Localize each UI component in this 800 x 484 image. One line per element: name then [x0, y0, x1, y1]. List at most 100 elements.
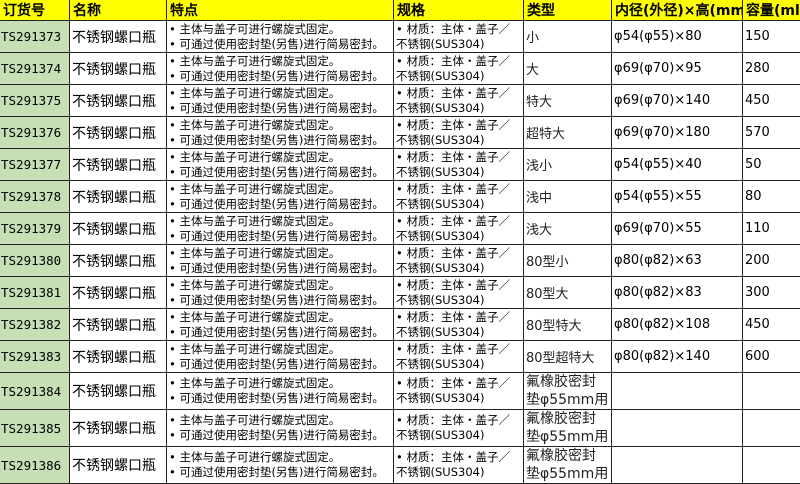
- features-cell[interactable]: • 主体与盖子可进行螺旋式固定。 • 可通过使用密封垫(另售)进行简易密封。: [166, 244, 394, 277]
- header-features[interactable]: 特点: [166, 0, 394, 21]
- header-name[interactable]: 名称: [69, 0, 167, 21]
- capacity-cell[interactable]: 200: [742, 244, 800, 277]
- name-cell[interactable]: 不锈钢螺口瓶: [69, 340, 167, 373]
- header-capacity[interactable]: 容量(ml): [742, 0, 800, 21]
- capacity-cell[interactable]: [742, 446, 800, 484]
- order-no-cell[interactable]: TS291374: [0, 52, 70, 85]
- dimensions-cell[interactable]: [611, 446, 743, 484]
- type-cell[interactable]: 氟橡胶密封垫φ55mm用: [523, 446, 612, 484]
- type-cell[interactable]: 浅小: [523, 148, 612, 181]
- name-cell[interactable]: 不锈钢螺口瓶: [69, 308, 167, 341]
- order-no-cell[interactable]: TS291380: [0, 244, 70, 277]
- order-no-cell[interactable]: TS291382: [0, 308, 70, 341]
- dimensions-cell[interactable]: φ80(φ82)×108: [611, 308, 743, 341]
- spec-cell[interactable]: • 材质：主体・盖子／ 不锈钢(SUS304): [393, 52, 524, 85]
- type-cell[interactable]: 小: [523, 20, 612, 53]
- features-cell[interactable]: • 主体与盖子可进行螺旋式固定。 • 可通过使用密封垫(另售)进行简易密封。: [166, 340, 394, 373]
- capacity-cell[interactable]: 80: [742, 180, 800, 213]
- dimensions-cell[interactable]: [611, 409, 743, 447]
- type-cell[interactable]: 超特大: [523, 116, 612, 149]
- type-cell[interactable]: 浅中: [523, 180, 612, 213]
- features-cell[interactable]: • 主体与盖子可进行螺旋式固定。 • 可通过使用密封垫(另售)进行简易密封。: [166, 212, 394, 245]
- order-no-cell[interactable]: TS291379: [0, 212, 70, 245]
- spec-cell[interactable]: • 材质：主体・盖子／ 不锈钢(SUS304): [393, 180, 524, 213]
- spec-cell[interactable]: • 材质：主体・盖子／ 不锈钢(SUS304): [393, 20, 524, 53]
- name-cell[interactable]: 不锈钢螺口瓶: [69, 52, 167, 85]
- capacity-cell[interactable]: 600: [742, 340, 800, 373]
- dimensions-cell[interactable]: φ80(φ82)×83: [611, 276, 743, 309]
- features-cell[interactable]: • 主体与盖子可进行螺旋式固定。 • 可通过使用密封垫(另售)进行简易密封。: [166, 20, 394, 53]
- features-cell[interactable]: • 主体与盖子可进行螺旋式固定。 • 可通过使用密封垫(另售)进行简易密封。: [166, 84, 394, 117]
- spec-cell[interactable]: • 材质：主体・盖子／ 不锈钢(SUS304): [393, 244, 524, 277]
- dimensions-cell[interactable]: φ54(φ55)×40: [611, 148, 743, 181]
- features-cell[interactable]: • 主体与盖子可进行螺旋式固定。 • 可通过使用密封垫(另售)进行简易密封。: [166, 276, 394, 309]
- spec-cell[interactable]: • 材质：主体・盖子／ 不锈钢(SUS304): [393, 276, 524, 309]
- header-dimensions[interactable]: 内径(外径)×高(mm): [611, 0, 743, 21]
- features-cell[interactable]: • 主体与盖子可进行螺旋式固定。 • 可通过使用密封垫(另售)进行简易密封。: [166, 148, 394, 181]
- features-cell[interactable]: • 主体与盖子可进行螺旋式固定。 • 可通过使用密封垫(另售)进行简易密封。: [166, 446, 394, 484]
- order-no-cell[interactable]: TS291375: [0, 84, 70, 117]
- capacity-cell[interactable]: 110: [742, 212, 800, 245]
- dimensions-cell[interactable]: φ69(φ70)×140: [611, 84, 743, 117]
- spec-cell[interactable]: • 材质：主体・盖子／ 不锈钢(SUS304): [393, 116, 524, 149]
- name-cell[interactable]: 不锈钢螺口瓶: [69, 446, 167, 484]
- order-no-cell[interactable]: TS291373: [0, 20, 70, 53]
- features-cell[interactable]: • 主体与盖子可进行螺旋式固定。 • 可通过使用密封垫(另售)进行简易密封。: [166, 409, 394, 447]
- capacity-cell[interactable]: 150: [742, 20, 800, 53]
- spec-cell[interactable]: • 材质：主体・盖子／ 不锈钢(SUS304): [393, 340, 524, 373]
- spec-cell[interactable]: • 材质：主体・盖子／ 不锈钢(SUS304): [393, 148, 524, 181]
- capacity-cell[interactable]: 50: [742, 148, 800, 181]
- dimensions-cell[interactable]: φ80(φ82)×140: [611, 340, 743, 373]
- dimensions-cell[interactable]: [611, 372, 743, 410]
- spec-cell[interactable]: • 材质：主体・盖子／ 不锈钢(SUS304): [393, 308, 524, 341]
- dimensions-cell[interactable]: φ69(φ70)×55: [611, 212, 743, 245]
- spec-cell[interactable]: • 材质：主体・盖子／ 不锈钢(SUS304): [393, 372, 524, 410]
- order-no-cell[interactable]: TS291377: [0, 148, 70, 181]
- features-cell[interactable]: • 主体与盖子可进行螺旋式固定。 • 可通过使用密封垫(另售)进行简易密封。: [166, 308, 394, 341]
- features-cell[interactable]: • 主体与盖子可进行螺旋式固定。 • 可通过使用密封垫(另售)进行简易密封。: [166, 52, 394, 85]
- name-cell[interactable]: 不锈钢螺口瓶: [69, 148, 167, 181]
- features-cell[interactable]: • 主体与盖子可进行螺旋式固定。 • 可通过使用密封垫(另售)进行简易密封。: [166, 116, 394, 149]
- order-no-cell[interactable]: TS291383: [0, 340, 70, 373]
- header-order-no[interactable]: 订货号: [0, 0, 70, 21]
- capacity-cell[interactable]: 450: [742, 308, 800, 341]
- order-no-cell[interactable]: TS291376: [0, 116, 70, 149]
- features-cell[interactable]: • 主体与盖子可进行螺旋式固定。 • 可通过使用密封垫(另售)进行简易密封。: [166, 180, 394, 213]
- name-cell[interactable]: 不锈钢螺口瓶: [69, 20, 167, 53]
- type-cell[interactable]: 氟橡胶密封垫φ55mm用: [523, 409, 612, 447]
- name-cell[interactable]: 不锈钢螺口瓶: [69, 276, 167, 309]
- dimensions-cell[interactable]: φ69(φ70)×95: [611, 52, 743, 85]
- order-no-cell[interactable]: TS291385: [0, 409, 70, 447]
- spec-cell[interactable]: • 材质：主体・盖子／ 不锈钢(SUS304): [393, 409, 524, 447]
- header-type[interactable]: 类型: [523, 0, 612, 21]
- name-cell[interactable]: 不锈钢螺口瓶: [69, 212, 167, 245]
- order-no-cell[interactable]: TS291386: [0, 446, 70, 484]
- type-cell[interactable]: 80型大: [523, 276, 612, 309]
- name-cell[interactable]: 不锈钢螺口瓶: [69, 180, 167, 213]
- capacity-cell[interactable]: 280: [742, 52, 800, 85]
- type-cell[interactable]: 80型特大: [523, 308, 612, 341]
- capacity-cell[interactable]: [742, 372, 800, 410]
- name-cell[interactable]: 不锈钢螺口瓶: [69, 372, 167, 410]
- capacity-cell[interactable]: [742, 409, 800, 447]
- dimensions-cell[interactable]: φ69(φ70)×180: [611, 116, 743, 149]
- order-no-cell[interactable]: TS291381: [0, 276, 70, 309]
- dimensions-cell[interactable]: φ54(φ55)×55: [611, 180, 743, 213]
- type-cell[interactable]: 浅大: [523, 212, 612, 245]
- type-cell[interactable]: 特大: [523, 84, 612, 117]
- spec-cell[interactable]: • 材质：主体・盖子／ 不锈钢(SUS304): [393, 84, 524, 117]
- type-cell[interactable]: 80型小: [523, 244, 612, 277]
- name-cell[interactable]: 不锈钢螺口瓶: [69, 84, 167, 117]
- dimensions-cell[interactable]: φ80(φ82)×63: [611, 244, 743, 277]
- dimensions-cell[interactable]: φ54(φ55)×80: [611, 20, 743, 53]
- name-cell[interactable]: 不锈钢螺口瓶: [69, 116, 167, 149]
- spec-cell[interactable]: • 材质：主体・盖子／ 不锈钢(SUS304): [393, 446, 524, 484]
- capacity-cell[interactable]: 300: [742, 276, 800, 309]
- type-cell[interactable]: 大: [523, 52, 612, 85]
- features-cell[interactable]: • 主体与盖子可进行螺旋式固定。 • 可通过使用密封垫(另售)进行简易密封。: [166, 372, 394, 410]
- spec-cell[interactable]: • 材质：主体・盖子／ 不锈钢(SUS304): [393, 212, 524, 245]
- order-no-cell[interactable]: TS291378: [0, 180, 70, 213]
- name-cell[interactable]: 不锈钢螺口瓶: [69, 409, 167, 447]
- type-cell[interactable]: 80型超特大: [523, 340, 612, 373]
- capacity-cell[interactable]: 570: [742, 116, 800, 149]
